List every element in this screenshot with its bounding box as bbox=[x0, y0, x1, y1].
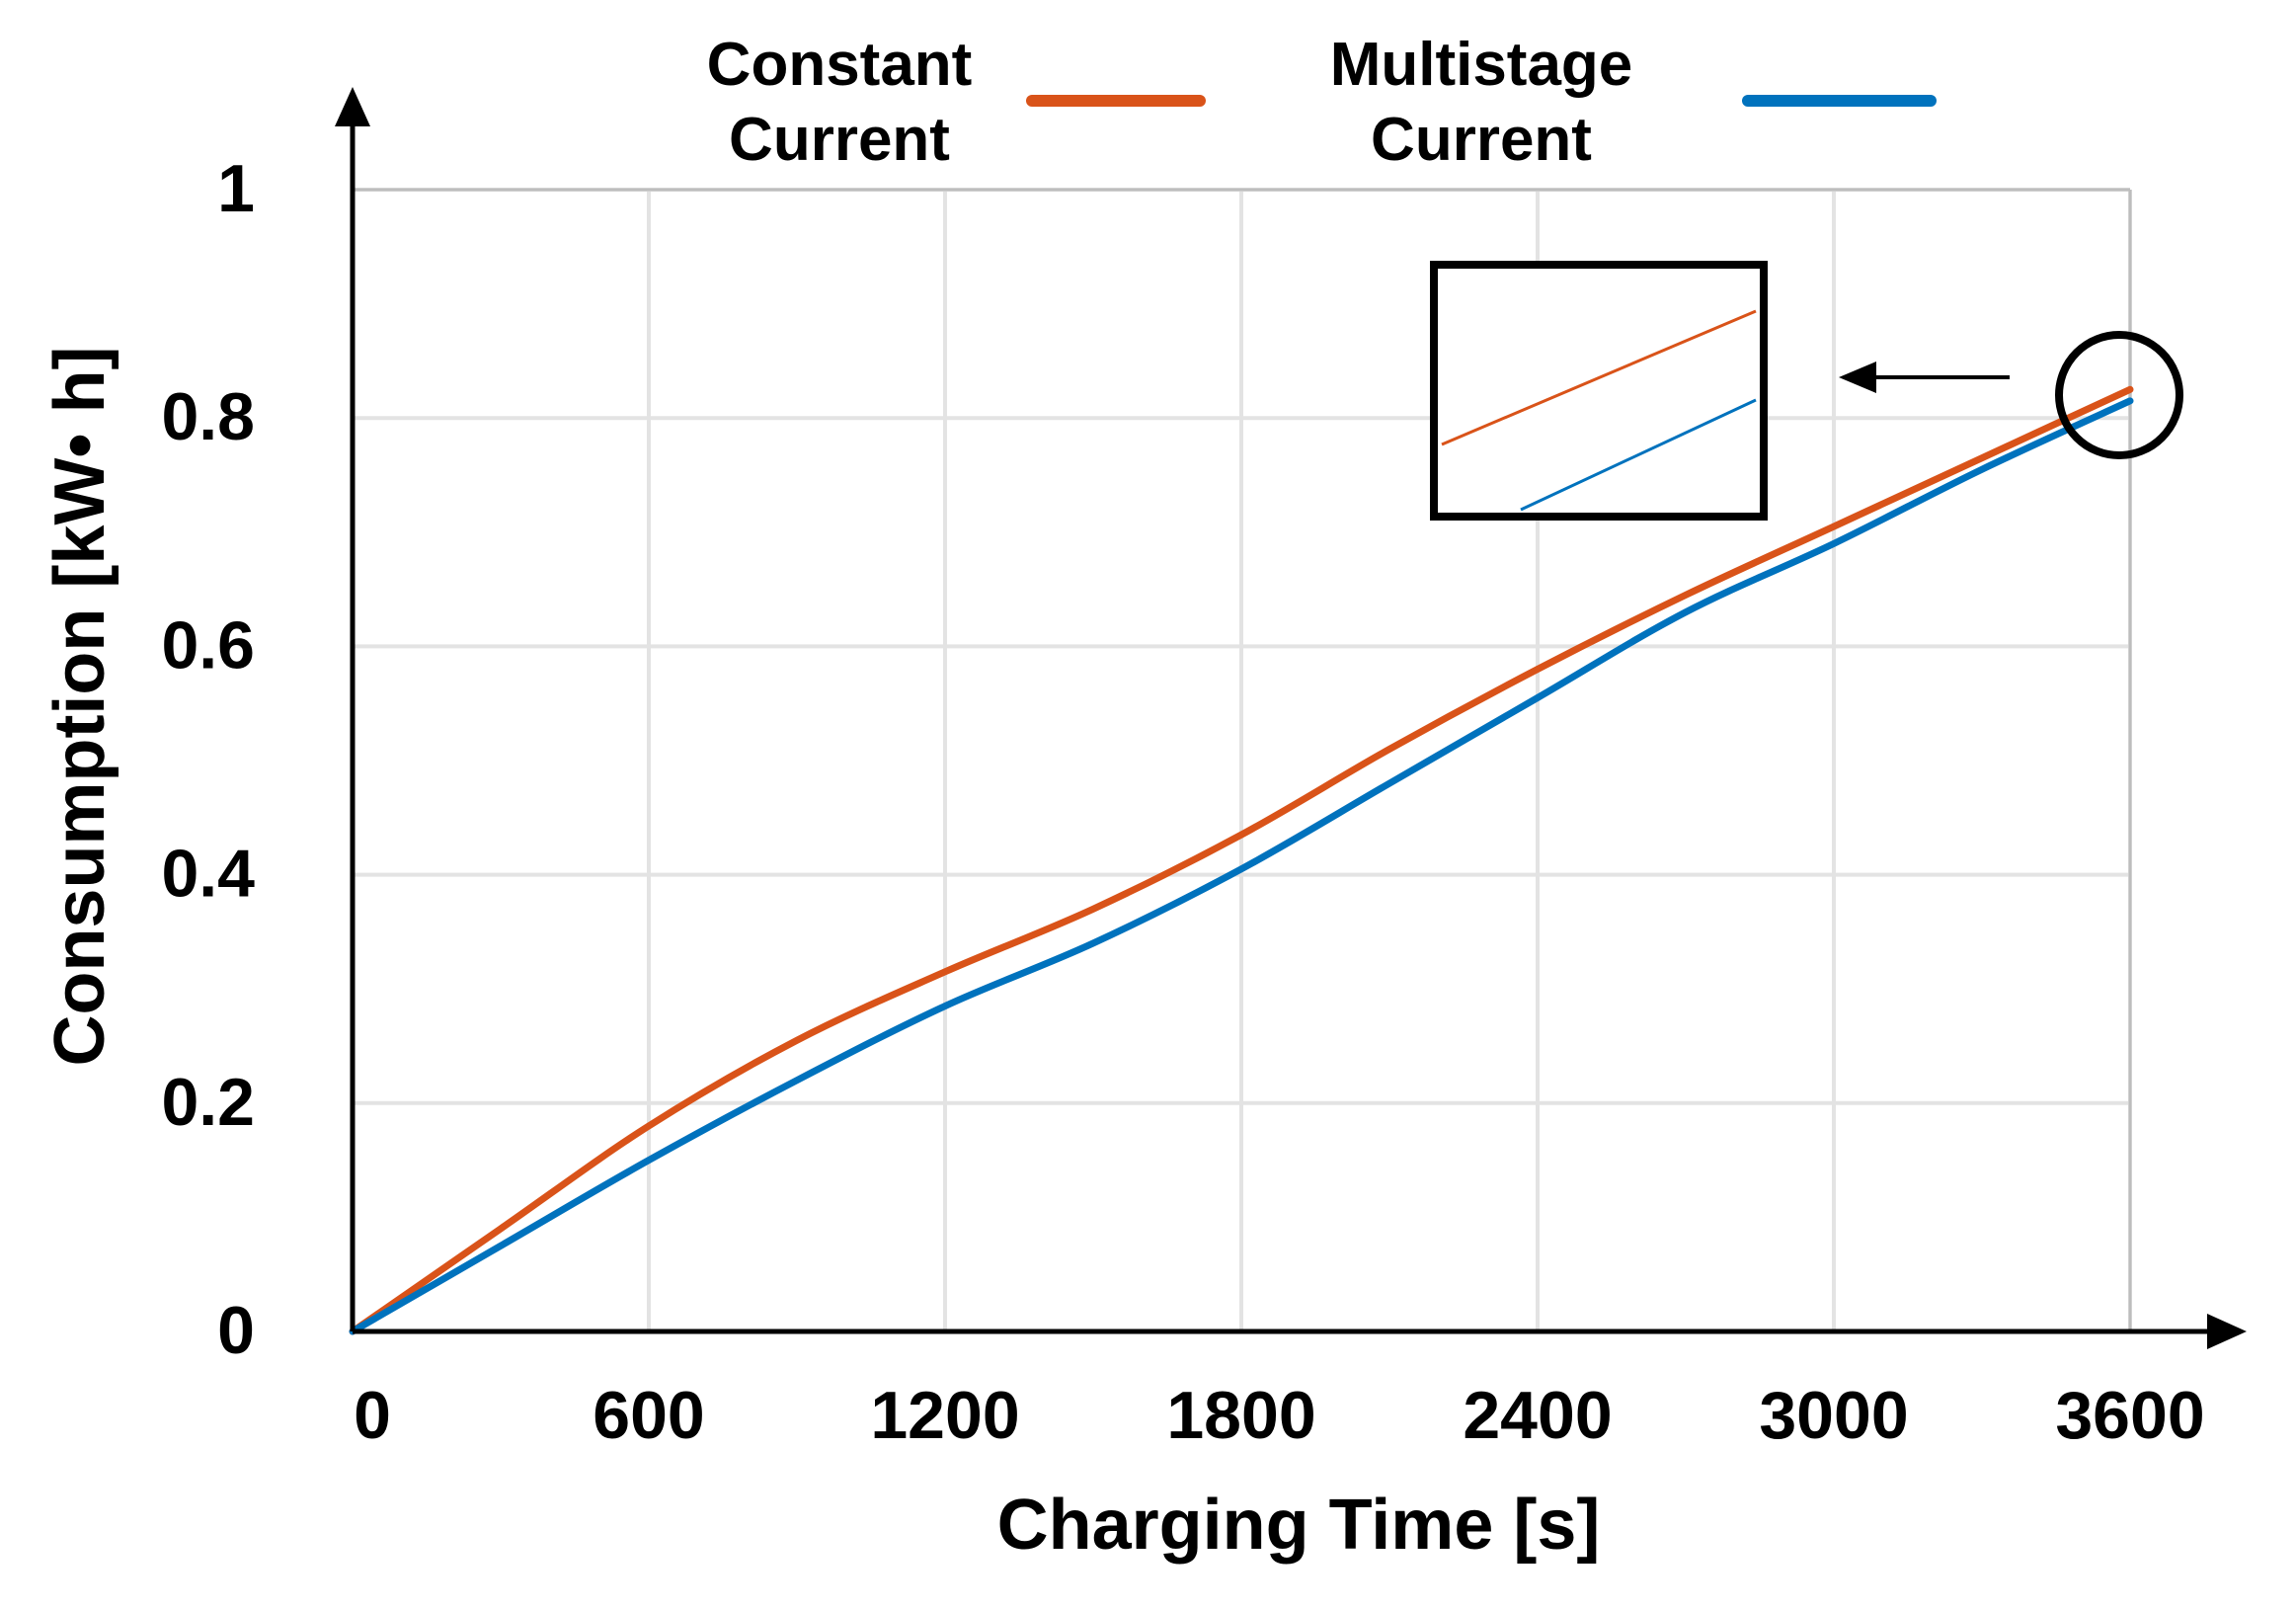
axes bbox=[335, 87, 2247, 1349]
y-tick-label: 0 bbox=[217, 1293, 255, 1368]
legend-label-constant-line2: Current bbox=[729, 106, 950, 174]
series-line-multistage-current bbox=[349, 397, 2134, 1335]
zoom-arrow bbox=[1839, 362, 2010, 393]
legend-label-multistage-line2: Current bbox=[1371, 106, 1592, 174]
y-axis-label: Consumption [kW• h] bbox=[40, 346, 119, 1066]
legend-label-constant-line1: Constant bbox=[707, 31, 973, 99]
x-tick-label: 3000 bbox=[1759, 1378, 1908, 1453]
x-tick-label: 600 bbox=[593, 1378, 704, 1453]
x-axis-arrowhead bbox=[2207, 1314, 2247, 1349]
zoom-arrow-head bbox=[1839, 362, 1876, 393]
y-tick-label: 0.8 bbox=[161, 379, 255, 454]
y-tick-label: 0.6 bbox=[161, 607, 255, 683]
series-line-constant-current bbox=[349, 385, 2134, 1335]
series-layer bbox=[349, 385, 2134, 1335]
grid bbox=[351, 188, 2132, 1333]
legend: Constant Current Multistage Current bbox=[707, 31, 1937, 174]
zoom-inset bbox=[1430, 261, 1768, 521]
plot-frame bbox=[353, 188, 2132, 1331]
zoom-inset-multistage-line bbox=[1520, 398, 1757, 512]
y-tick-label: 0.4 bbox=[161, 837, 255, 912]
y-axis-arrowhead bbox=[335, 87, 370, 126]
x-axis-label: Charging Time [s] bbox=[997, 1486, 1601, 1565]
zoom-circle bbox=[2055, 331, 2183, 459]
zoom-inset-constant-line bbox=[1441, 309, 1757, 446]
tick-labels: 0 600 1200 1800 2400 3000 3600 0 0.2 0.4 0.6 0.8 1 bbox=[161, 151, 2204, 1453]
legend-label-multistage-line1: Multistage bbox=[1330, 31, 1633, 99]
x-tick-label: 0 bbox=[354, 1378, 391, 1453]
x-tick-label: 1200 bbox=[870, 1378, 1019, 1453]
x-tick-label: 3600 bbox=[2055, 1378, 2204, 1453]
y-tick-label: 1 bbox=[217, 151, 255, 226]
y-tick-label: 0.2 bbox=[161, 1065, 255, 1140]
x-tick-label: 2400 bbox=[1463, 1378, 1612, 1453]
x-tick-label: 1800 bbox=[1166, 1378, 1315, 1453]
zoom-inset-frame bbox=[1430, 261, 1768, 521]
